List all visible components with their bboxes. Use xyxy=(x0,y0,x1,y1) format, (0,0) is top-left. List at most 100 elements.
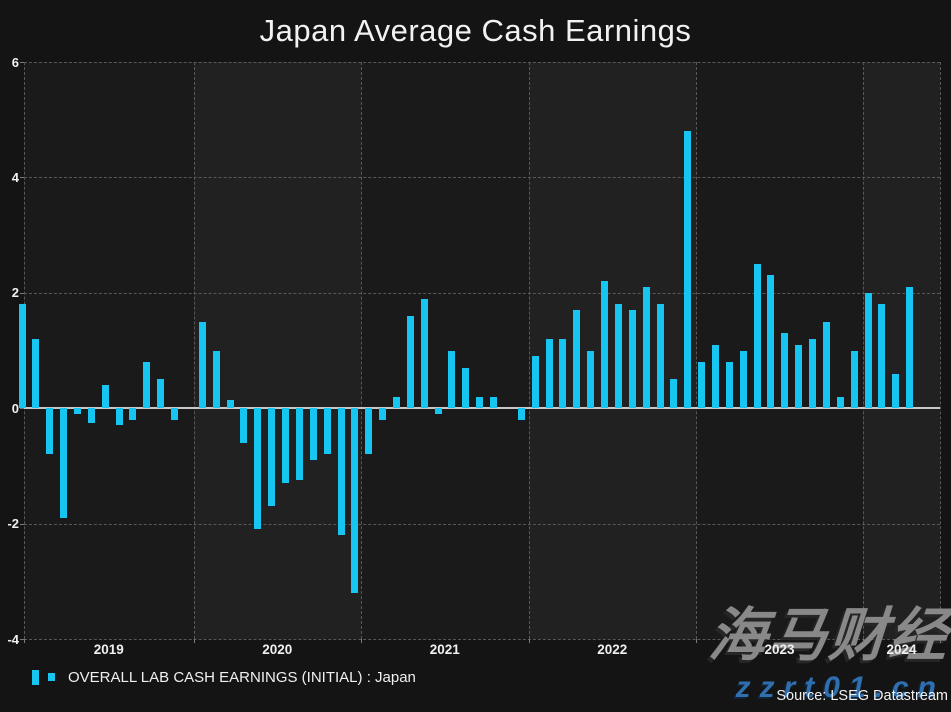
vertical-gridline xyxy=(528,62,530,639)
y-axis-tick xyxy=(20,639,24,640)
x-axis-tick xyxy=(528,639,530,643)
bar xyxy=(545,338,553,409)
vertical-gridline xyxy=(696,62,697,639)
bar xyxy=(809,338,817,409)
bar xyxy=(517,408,525,420)
bar xyxy=(587,350,595,409)
y-axis-tick-label: 2 xyxy=(11,285,19,301)
y-axis-tick-label: -2 xyxy=(7,516,19,532)
x-axis-year-label: 2023 xyxy=(764,642,795,657)
source-attribution-label: Source: LSEG Datastream xyxy=(776,688,948,704)
chart-title: Japan Average Cash Earnings xyxy=(259,13,692,48)
bar xyxy=(240,408,248,443)
bar xyxy=(365,408,373,455)
year-band xyxy=(193,62,361,639)
y-axis-tick xyxy=(20,62,24,63)
legend-series-label: OVERALL LAB CASH EARNINGS (INITIAL) : Ja… xyxy=(68,668,416,686)
bar xyxy=(18,304,26,409)
year-band xyxy=(696,62,863,639)
vertical-gridline xyxy=(361,62,362,639)
bar xyxy=(60,408,68,518)
bar xyxy=(101,385,109,409)
bar xyxy=(462,367,470,409)
x-axis-year-label: 2024 xyxy=(886,642,917,657)
bar xyxy=(878,304,886,409)
bar xyxy=(781,333,789,409)
bar xyxy=(406,315,414,409)
bar xyxy=(850,350,858,409)
bar xyxy=(46,408,54,455)
horizontal-gridline xyxy=(24,523,940,525)
bar xyxy=(490,396,498,409)
y-axis-tick-label: 4 xyxy=(11,169,19,185)
bar xyxy=(642,287,650,409)
vertical-gridline xyxy=(863,62,864,639)
bar xyxy=(725,362,733,409)
x-axis-tick xyxy=(361,639,362,643)
bar xyxy=(309,408,317,461)
watermark-url-text: zzrt01.cn xyxy=(735,671,945,704)
bar xyxy=(212,350,220,409)
x-axis-year-label: 2021 xyxy=(429,642,460,657)
x-axis-year-label: 2019 xyxy=(93,642,124,657)
year-band xyxy=(24,62,194,639)
bar xyxy=(753,263,761,409)
bar xyxy=(323,408,331,455)
bar xyxy=(295,408,303,481)
bar xyxy=(628,310,636,409)
bar xyxy=(892,373,900,409)
bar xyxy=(282,408,290,484)
x-axis-tick xyxy=(193,639,195,643)
y-axis-tick-label: 0 xyxy=(11,400,19,416)
y-axis-tick xyxy=(20,292,24,294)
y-axis-tick-label: 6 xyxy=(11,54,19,70)
bar xyxy=(420,298,428,409)
bar xyxy=(351,408,359,593)
horizontal-gridline xyxy=(24,62,940,63)
year-band xyxy=(528,62,696,639)
bar xyxy=(822,321,830,409)
x-axis-year-label: 2020 xyxy=(262,642,293,657)
bar xyxy=(129,408,137,420)
bar xyxy=(864,292,872,409)
bar xyxy=(601,281,609,409)
watermark-chinese-text: 海马财经 xyxy=(706,603,951,668)
bar xyxy=(767,275,775,409)
bar xyxy=(226,399,234,409)
bar xyxy=(573,310,581,409)
bar xyxy=(739,350,747,409)
bar xyxy=(198,321,206,409)
legend-bar-marker-large-icon xyxy=(32,669,39,685)
x-axis-tick xyxy=(696,639,697,643)
bar xyxy=(795,344,803,409)
bar xyxy=(476,396,484,409)
bar xyxy=(73,408,81,414)
bar xyxy=(379,408,387,420)
year-band xyxy=(361,62,529,639)
bar xyxy=(670,379,678,409)
plot-area xyxy=(18,62,941,640)
x-axis-tick xyxy=(24,639,25,643)
zero-baseline xyxy=(24,407,940,410)
bar xyxy=(434,408,442,414)
vertical-gridline xyxy=(193,62,195,639)
bar xyxy=(115,408,123,426)
legend-bar-marker-small-icon xyxy=(48,673,55,681)
y-axis-tick xyxy=(20,523,24,525)
bar xyxy=(712,344,719,409)
horizontal-gridline xyxy=(24,292,940,294)
bar xyxy=(254,408,262,530)
bar xyxy=(32,338,40,409)
y-axis-tick-label: -4 xyxy=(7,631,19,647)
bar xyxy=(698,362,706,409)
bar xyxy=(684,131,692,409)
horizontal-gridline xyxy=(24,177,940,179)
bar xyxy=(906,287,914,409)
y-axis-tick xyxy=(20,408,24,410)
bar xyxy=(836,396,844,409)
bar xyxy=(559,338,567,409)
bar xyxy=(531,356,539,409)
bar xyxy=(143,362,151,409)
x-axis-year-label: 2022 xyxy=(597,642,628,657)
